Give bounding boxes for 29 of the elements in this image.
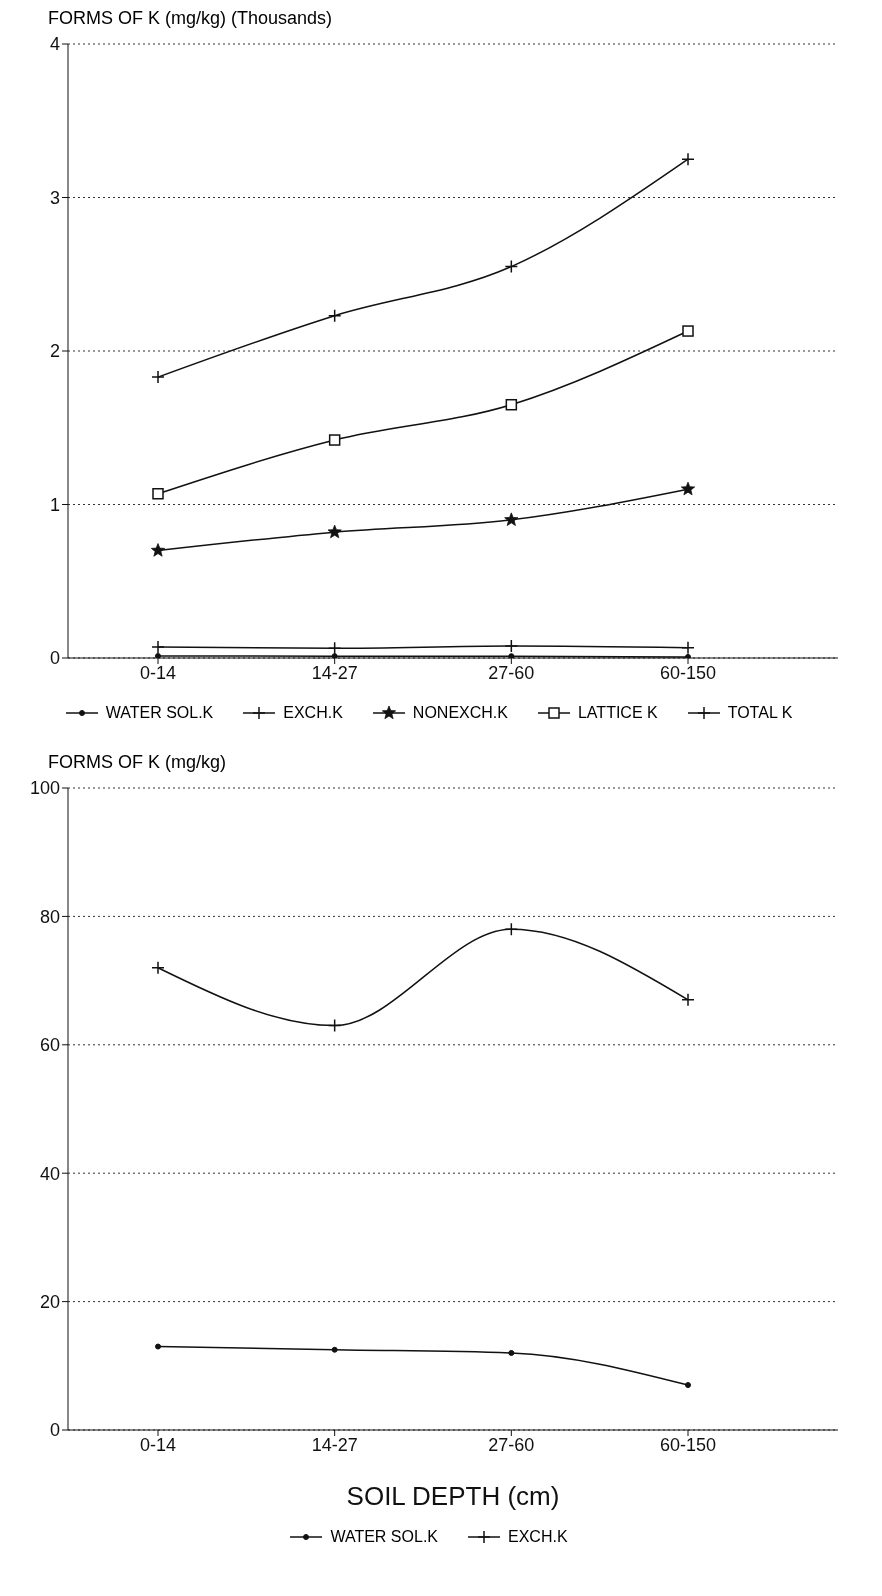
x-tick-label: 14-27	[311, 662, 358, 683]
y-tick-label: 0	[49, 648, 60, 669]
y-tick-label: 40	[39, 1163, 60, 1184]
legend-label: EXCH.K	[283, 704, 343, 722]
x-tick-label: 27-60	[488, 662, 535, 683]
legend-label: EXCH.K	[508, 1528, 568, 1546]
x-tick-label: 27-60	[488, 1434, 535, 1455]
y-tick-label: 80	[39, 906, 60, 927]
y-tick-label: 2	[49, 341, 60, 362]
x-axis-title: SOIL DEPTH (cm)	[346, 1481, 560, 1511]
y-axis-title: FORMS OF K (mg/kg)	[48, 752, 227, 774]
y-axis-title: FORMS OF K (mg/kg) (Thousands)	[48, 8, 334, 30]
y-tick-label: 3	[49, 187, 60, 208]
y-tick-label: 60	[39, 1035, 60, 1056]
x-tick-label: 0-14	[139, 662, 177, 683]
legend-label: WATER SOL.K	[330, 1528, 438, 1546]
y-tick-label: 20	[39, 1291, 60, 1312]
legend-label: NONEXCH.K	[412, 704, 508, 722]
y-tick-label: 0	[49, 1420, 60, 1441]
y-tick-label: 100	[29, 778, 60, 799]
y-tick-label: 4	[49, 34, 60, 55]
x-tick-label: 14-27	[311, 1434, 358, 1455]
legend-label: WATER SOL.K	[105, 704, 214, 722]
x-tick-label: 60-150	[659, 1434, 717, 1455]
y-tick-label: 1	[49, 494, 60, 515]
legend-label: LATTICE K	[577, 704, 658, 722]
x-tick-label: 0-14	[139, 1434, 177, 1455]
x-tick-label: 60-150	[659, 662, 717, 683]
legend-label: TOTAL K	[727, 704, 793, 722]
